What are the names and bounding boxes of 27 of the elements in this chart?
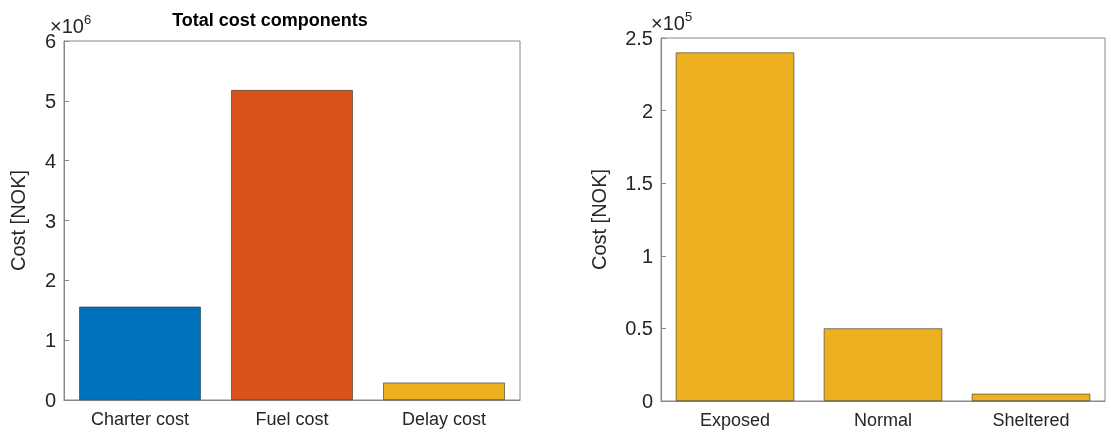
bar (971, 393, 1091, 401)
y-tick-label: 3 (44, 209, 56, 232)
y-tick-label: 2.5 (625, 27, 653, 49)
chart-title: Total cost components (172, 10, 368, 30)
x-tick-label: Charter cost (90, 409, 190, 429)
bar (823, 328, 943, 401)
x-tick-label: Delay cost (401, 409, 487, 429)
y-tick-label: 5 (44, 89, 56, 112)
y-axis-title: Cost [NOK] (588, 168, 610, 271)
y-tick-label: 0 (44, 389, 56, 411)
bar (231, 90, 353, 400)
x-tick-label: Fuel cost (255, 409, 329, 429)
y-axis-title: Cost [NOK] (7, 169, 29, 272)
y-tick-label: 0.5 (625, 317, 653, 340)
bar (675, 52, 795, 401)
y-tick-label: 0 (641, 390, 653, 412)
x-tick-label: Normal (853, 410, 913, 430)
y-tick-label: 1.5 (625, 172, 653, 195)
y-tick-label: 1 (641, 244, 653, 267)
x-tick-label: Exposed (699, 410, 771, 430)
bar (79, 306, 201, 400)
y-tick-label: 2 (641, 99, 653, 122)
y-tick-label: 4 (44, 149, 56, 172)
y-tick-label: 2 (44, 269, 56, 292)
bar (383, 382, 505, 400)
x-tick-label: Sheltered (992, 410, 1070, 430)
y-tick-label: 1 (44, 329, 56, 352)
